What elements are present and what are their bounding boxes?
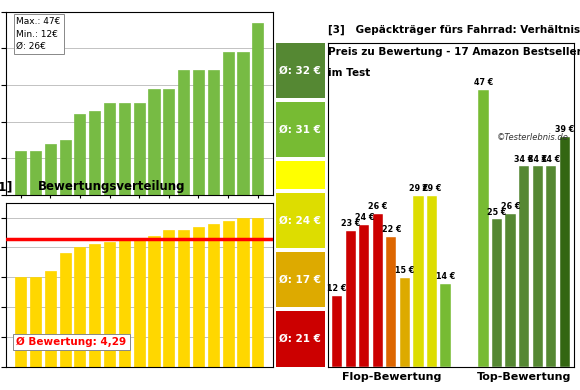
Text: 15 €: 15 € <box>395 266 415 275</box>
Text: 47 €: 47 € <box>474 78 493 87</box>
Text: 14 €: 14 € <box>436 272 455 281</box>
Bar <box>505 214 516 367</box>
Bar <box>492 220 502 367</box>
Bar <box>74 114 85 195</box>
Text: im Test: im Test <box>328 68 370 78</box>
Bar <box>440 284 451 367</box>
Bar <box>193 227 204 367</box>
Text: Ø: 21 €: Ø: 21 € <box>279 334 321 344</box>
Bar <box>478 90 488 367</box>
Bar <box>252 218 263 367</box>
Bar <box>346 231 356 367</box>
Bar <box>119 239 130 367</box>
Bar <box>178 230 189 367</box>
Text: Bewertungsverteilung: Bewertungsverteilung <box>38 180 186 193</box>
Bar <box>546 167 556 367</box>
Text: 34 €: 34 € <box>528 154 548 163</box>
Text: [1]: [1] <box>0 180 13 193</box>
Bar <box>148 89 160 195</box>
Text: 29 €: 29 € <box>422 184 442 193</box>
Text: Ø: 17 €: Ø: 17 € <box>279 275 321 285</box>
Text: Ø: 24 €: Ø: 24 € <box>279 216 321 225</box>
Bar <box>133 103 145 195</box>
Text: 12 €: 12 € <box>328 284 347 293</box>
Bar <box>519 167 529 367</box>
Text: 25 €: 25 € <box>487 207 507 216</box>
Text: 34 €: 34 € <box>542 154 561 163</box>
Bar <box>560 137 570 367</box>
Bar <box>15 277 26 367</box>
Text: ©Testerlebnis.de: ©Testerlebnis.de <box>496 133 568 142</box>
Text: 24 €: 24 € <box>354 213 374 222</box>
Bar <box>60 254 71 367</box>
Bar <box>332 296 342 367</box>
Bar <box>15 151 26 195</box>
Bar <box>414 196 423 367</box>
Text: 39 €: 39 € <box>555 125 574 134</box>
Text: Flop-Bewertung: Flop-Bewertung <box>342 372 441 382</box>
Bar <box>104 103 115 195</box>
Bar <box>193 70 204 195</box>
Text: Top-Bewertung: Top-Bewertung <box>477 372 571 382</box>
Bar <box>373 214 383 367</box>
Bar <box>208 223 219 367</box>
Bar <box>45 271 56 367</box>
Text: Ø: 32 €: Ø: 32 € <box>279 66 321 76</box>
Bar <box>208 70 219 195</box>
Text: Ø Bewertung: 4,29: Ø Bewertung: 4,29 <box>16 337 126 347</box>
Bar <box>400 278 410 367</box>
Bar <box>532 167 543 367</box>
Bar <box>178 70 189 195</box>
Text: 26 €: 26 € <box>368 202 387 211</box>
Bar <box>164 89 175 195</box>
Bar <box>89 111 100 195</box>
Bar <box>237 218 248 367</box>
Bar <box>133 239 145 367</box>
Bar <box>223 221 234 367</box>
Bar <box>223 52 234 195</box>
Text: [3]   Gepäckträger fürs Fahrrad: Verhältnis von: [3] Gepäckträger fürs Fahrrad: Verhältni… <box>328 25 580 35</box>
Bar <box>60 140 71 195</box>
Bar <box>45 144 56 195</box>
Text: 29 €: 29 € <box>409 184 428 193</box>
Bar <box>119 103 130 195</box>
Text: 23 €: 23 € <box>341 219 361 228</box>
Text: Max.: 47€
Min.: 12€
Ø: 26€: Max.: 47€ Min.: 12€ Ø: 26€ <box>16 17 61 51</box>
Bar <box>89 245 100 367</box>
Bar <box>74 248 85 367</box>
Bar <box>30 277 41 367</box>
Bar <box>148 236 160 367</box>
Bar <box>427 196 437 367</box>
Bar <box>237 52 248 195</box>
Bar <box>359 225 369 367</box>
Text: 34 €: 34 € <box>514 154 534 163</box>
Bar <box>30 151 41 195</box>
Text: Ø: 31 €: Ø: 31 € <box>279 125 321 135</box>
Text: 26 €: 26 € <box>501 202 520 211</box>
Text: Preis zu Bewertung - 17 Amazon Bestseller: Preis zu Bewertung - 17 Amazon Bestselle… <box>328 46 580 57</box>
Bar <box>386 237 397 367</box>
Bar <box>164 230 175 367</box>
Bar <box>252 23 263 195</box>
Bar <box>104 241 115 367</box>
Text: 22 €: 22 € <box>382 225 401 234</box>
